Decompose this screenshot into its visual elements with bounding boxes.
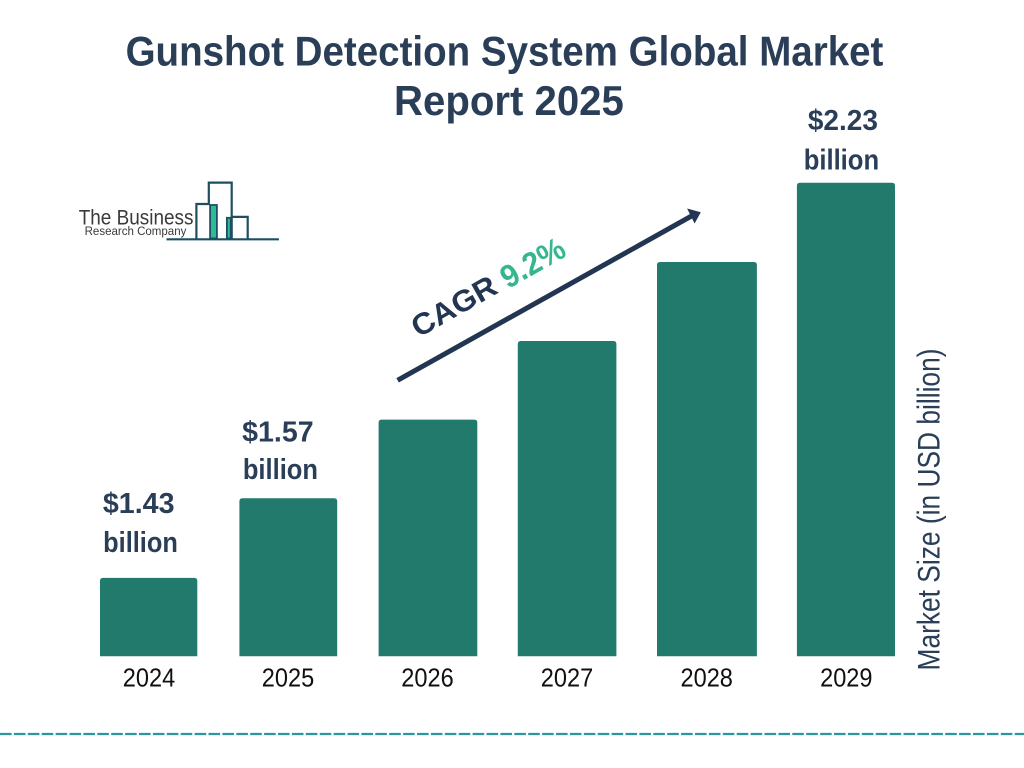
svg-text:Research Company: Research Company (85, 224, 188, 238)
svg-text:The Business: The Business (79, 206, 194, 230)
svg-text:$2.23: $2.23 (808, 105, 878, 137)
svg-text:2024: 2024 (123, 663, 175, 693)
svg-text:2029: 2029 (820, 663, 872, 693)
svg-text:Gunshot Detection System Globa: Gunshot Detection System Global Market (126, 28, 884, 75)
svg-text:billion: billion (804, 145, 879, 177)
svg-text:9.2%: 9.2% (494, 230, 572, 295)
svg-text:Market Size (in USD billion): Market Size (in USD billion) (911, 349, 947, 671)
svg-text:billion: billion (103, 527, 178, 559)
svg-text:$1.43: $1.43 (103, 488, 175, 520)
svg-text:billion: billion (243, 454, 318, 486)
svg-text:2028: 2028 (681, 663, 733, 693)
svg-text:2026: 2026 (401, 663, 453, 693)
svg-text:2027: 2027 (541, 663, 593, 693)
svg-text:CAGR: CAGR (406, 269, 503, 344)
svg-text:$1.57: $1.57 (242, 417, 314, 449)
svg-text:2025: 2025 (262, 663, 314, 693)
svg-text:Report 2025: Report 2025 (394, 77, 624, 124)
